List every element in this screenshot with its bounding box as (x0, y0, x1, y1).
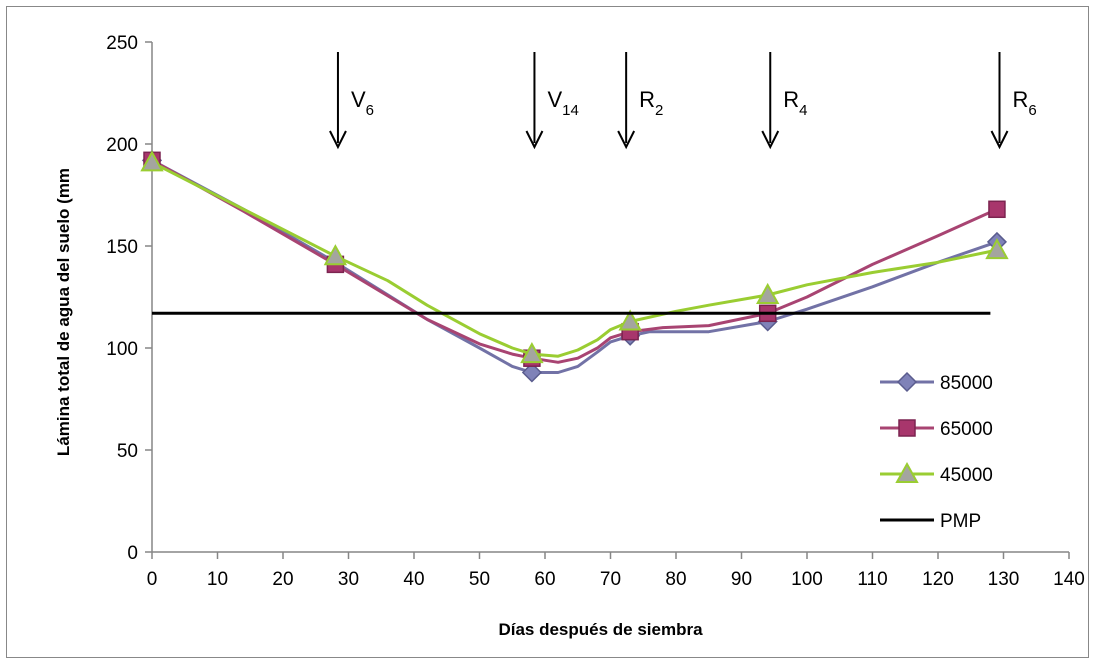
series-group (140, 150, 1009, 383)
series-line (151, 161, 998, 358)
stage-label: R2 (639, 87, 663, 119)
line-chart: 0 50 100 150 200 250 0 10 20 30 40 50 60 70 80 90 100 110… (54, 33, 1085, 639)
x-tick-label: 30 (338, 569, 359, 590)
legend-label: 65000 (940, 419, 993, 440)
data-point (618, 309, 642, 331)
stage-label: R6 (1013, 87, 1037, 119)
legend-label: PMP (940, 511, 981, 532)
stage-annotation-V14: V14 (525, 52, 579, 150)
arrow-down-icon (617, 130, 636, 150)
stage-label: V6 (351, 87, 374, 119)
data-point (988, 200, 1006, 219)
x-tick-label: 90 (731, 569, 752, 590)
tick-labels: 0 50 100 150 200 250 0 10 20 30 40 50 60 70 80 90 100 110… (106, 33, 1085, 590)
legend-item-PMP: PMP (880, 511, 981, 532)
data-point (521, 362, 542, 383)
axes (145, 41, 1070, 559)
y-tick-label: 50 (117, 441, 138, 462)
x-tick-label: 40 (403, 569, 424, 590)
y-tick-label: 250 (106, 33, 138, 54)
y-tick-label: 200 (106, 135, 138, 156)
legend-marker (896, 371, 918, 393)
series-65000 (143, 151, 1006, 367)
x-tick-label: 140 (1053, 569, 1085, 590)
y-tick-label: 0 (127, 543, 138, 564)
series-85000 (141, 150, 1008, 383)
arrow-down-icon (525, 130, 544, 150)
stage-annotation-V6: V6 (329, 52, 374, 150)
arrow-down-icon (761, 130, 780, 150)
legend-item-45000: 45000 (880, 461, 993, 486)
legend: 85000 65000 45000 PMP (880, 371, 993, 532)
data-point (985, 238, 1009, 260)
stage-annotation-R4: R4 (761, 52, 807, 150)
legend-item-85000: 85000 (880, 371, 993, 394)
x-tick-label: 10 (207, 569, 228, 590)
x-tick-label: 130 (988, 569, 1020, 590)
x-tick-label: 60 (534, 569, 555, 590)
x-tick-label: 80 (665, 569, 686, 590)
y-tick-label: 100 (106, 339, 138, 360)
series-45000 (140, 150, 1009, 364)
x-tick-label: 50 (469, 569, 490, 590)
x-tick-label: 20 (272, 569, 293, 590)
y-axis-title: Lámina total de agua del suelo (mm (54, 168, 73, 456)
x-tick-label: 0 (147, 569, 158, 590)
data-point (756, 282, 780, 304)
y-tick-label: 150 (106, 237, 138, 258)
series-line (151, 158, 998, 364)
legend-marker (895, 461, 919, 483)
growth-stage-annotations: V6 V14 R2 R4 R6 (329, 52, 1037, 150)
x-axis-title: Días después de siembra (498, 620, 703, 639)
data-point (140, 150, 164, 172)
legend-label: 85000 (940, 373, 993, 394)
stage-annotation-R6: R6 (990, 52, 1037, 150)
arrow-down-icon (990, 130, 1009, 150)
data-point (520, 342, 544, 364)
legend-marker (898, 419, 916, 437)
x-tick-label: 70 (600, 569, 621, 590)
legend-label: 45000 (940, 465, 993, 486)
chart-frame: 0 50 100 150 200 250 0 10 20 30 40 50 60 70 80 90 100 110… (6, 6, 1089, 658)
legend-item-65000: 65000 (880, 419, 993, 440)
stage-label: R4 (783, 87, 807, 119)
x-tick-label: 100 (791, 569, 823, 590)
stage-annotation-R2: R2 (617, 52, 663, 150)
x-tick-label: 120 (922, 569, 954, 590)
x-tick-label: 110 (857, 569, 887, 590)
data-point (323, 244, 348, 266)
arrow-down-icon (329, 130, 347, 150)
stage-label: V14 (547, 87, 578, 119)
